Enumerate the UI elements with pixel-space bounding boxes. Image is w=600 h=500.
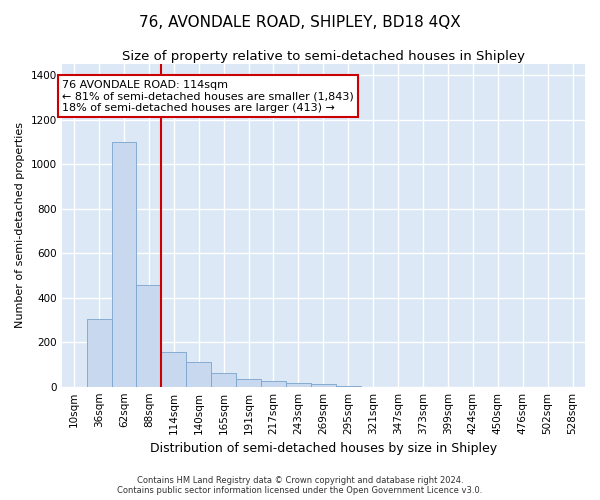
Bar [211, 374, 236, 386]
Y-axis label: Number of semi-detached properties: Number of semi-detached properties [15, 122, 25, 328]
Text: Contains HM Land Registry data © Crown copyright and database right 2024.
Contai: Contains HM Land Registry data © Crown c… [118, 476, 482, 495]
Bar [286, 382, 311, 386]
Bar [161, 352, 186, 386]
Bar [261, 381, 286, 386]
X-axis label: Distribution of semi-detached houses by size in Shipley: Distribution of semi-detached houses by … [150, 442, 497, 455]
Title: Size of property relative to semi-detached houses in Shipley: Size of property relative to semi-detach… [122, 50, 525, 63]
Bar [136, 286, 161, 386]
Bar [112, 142, 136, 386]
Bar [236, 379, 261, 386]
Bar [86, 319, 112, 386]
Text: 76, AVONDALE ROAD, SHIPLEY, BD18 4QX: 76, AVONDALE ROAD, SHIPLEY, BD18 4QX [139, 15, 461, 30]
Text: 76 AVONDALE ROAD: 114sqm
← 81% of semi-detached houses are smaller (1,843)
18% o: 76 AVONDALE ROAD: 114sqm ← 81% of semi-d… [62, 80, 354, 113]
Bar [186, 362, 211, 386]
Bar [311, 384, 336, 386]
